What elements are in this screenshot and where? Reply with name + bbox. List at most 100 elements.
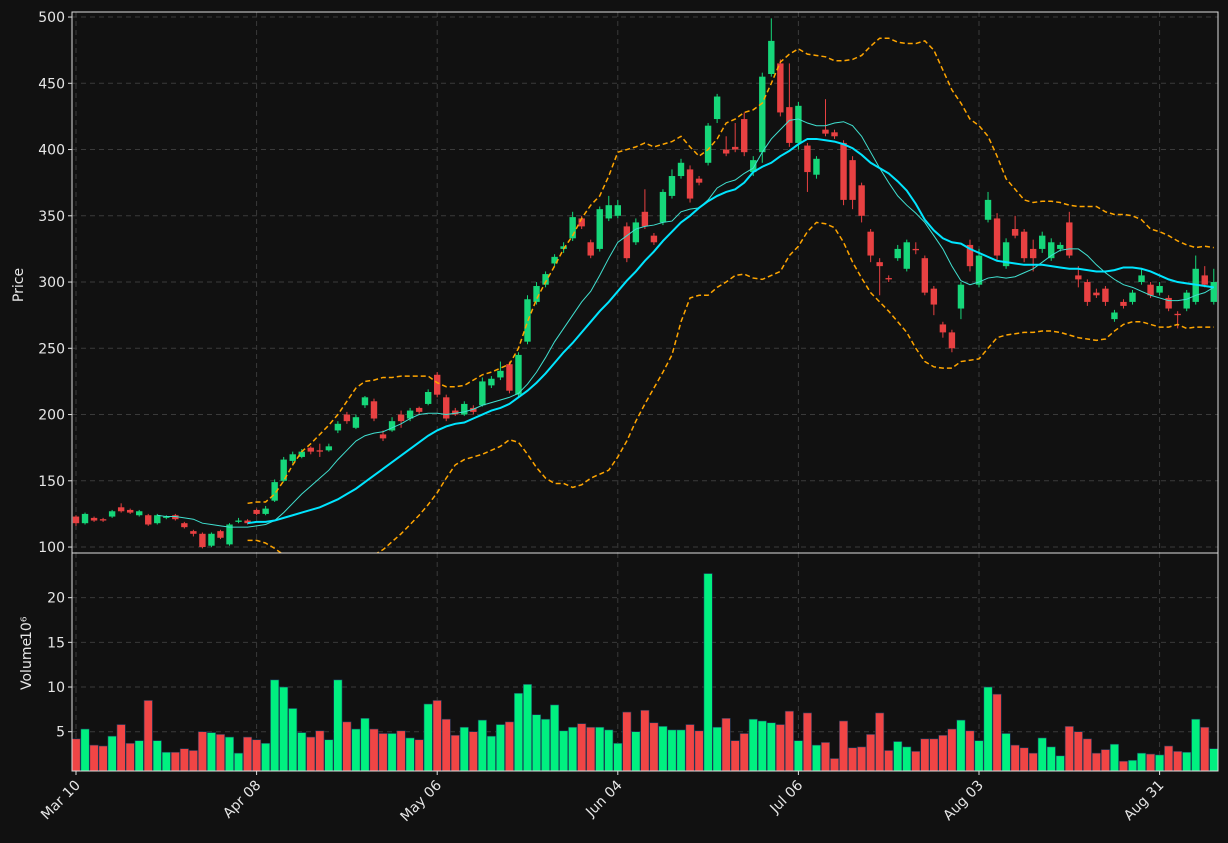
volume-bar [830,758,840,771]
candle-body [1002,242,1010,267]
volume-bar [1118,760,1128,771]
volume-bar [125,743,135,771]
candle-body [244,520,251,524]
volume-frame [71,552,1219,772]
y-tick-label: 300 [38,275,65,291]
volume-bar [658,726,668,771]
volume-bar [378,733,388,771]
candle-body [569,217,576,239]
candle-body [596,209,603,249]
volume-bar [848,747,858,771]
volume-bar [279,686,289,771]
volume-bar [775,724,785,771]
volume-bar [405,737,415,771]
volume-label: Volume [19,638,35,690]
candle-body [136,511,143,516]
candle-body [397,414,405,422]
volume-bar [992,693,1002,771]
y-tick-label: 500 [38,10,65,26]
indicator-line [247,37,1214,505]
volume-bar [893,741,903,771]
volume-bars [72,573,1218,771]
candle-body [108,511,116,517]
volume-bar [866,734,876,771]
candle-body [334,423,342,431]
volume-bar [234,752,244,771]
volume-bar [586,726,596,771]
volume-bar [188,750,198,771]
candle-body [1020,231,1028,259]
volume-bar [1137,752,1147,771]
candle-body [208,533,215,546]
volume-bar [802,712,812,771]
candle-body [199,533,206,548]
y-tick-label: 200 [38,408,65,424]
candle-body [930,288,938,305]
volume-bar [965,730,975,771]
candle-body [822,129,829,134]
volume-bar [414,739,424,771]
volume-bar [1209,748,1218,771]
y-tick-label: 250 [38,341,65,357]
volume-bar [522,684,532,771]
candle-body [605,205,612,219]
volume-bar [640,709,650,771]
volume-bar [134,740,144,771]
candle-body [506,364,513,391]
candle-body [741,119,748,153]
candle-body [280,459,287,481]
candle-body [551,256,558,264]
candle-body [253,509,260,514]
candle-body [90,517,98,521]
candle-body [695,178,703,183]
candle-body [226,524,233,545]
volume-bar [315,730,325,771]
volume-bar [1091,752,1101,771]
volume-bar [884,750,894,771]
volume-bar [532,714,542,771]
candle-body [587,242,594,256]
y-tick-label: 5 [56,725,65,741]
candle-body [181,523,188,528]
candle-body [1102,288,1109,302]
volume-bar [423,703,433,771]
candle-body [497,370,504,378]
candle-body [948,332,956,349]
volume-bar [215,734,225,771]
volume-bar [252,739,262,771]
volume-bar [116,724,126,771]
volume-bar [820,742,830,771]
candle-body [984,199,992,220]
candle-body [217,531,224,538]
candle-body [623,226,631,259]
candle-body [686,169,694,199]
candle-body [1093,292,1100,296]
candle-body [172,515,179,520]
candle-body [704,125,712,163]
candle-body [713,96,721,120]
volume-bar [179,748,189,771]
volume-bar [1073,731,1083,771]
price-label: Price [11,268,27,302]
candle-body [488,378,495,386]
volume-bar [613,743,623,771]
candle-body [289,454,296,461]
volume-bar [243,736,253,771]
volume-bar [477,719,487,771]
volume-bar [604,729,614,771]
candle-body [1183,292,1190,309]
candle-body [325,446,333,451]
candle-body [903,242,910,269]
candle-body [867,231,874,256]
y-tick-label: 400 [38,143,65,159]
candles [72,18,1217,549]
volume-bar [947,728,957,771]
candle-body [126,509,134,513]
volume-bar [324,739,334,771]
candle-body [993,218,1001,256]
candle-body [99,519,107,521]
volume-bar [902,746,912,771]
indicator-line [247,221,1214,553]
candle-body [190,531,197,534]
